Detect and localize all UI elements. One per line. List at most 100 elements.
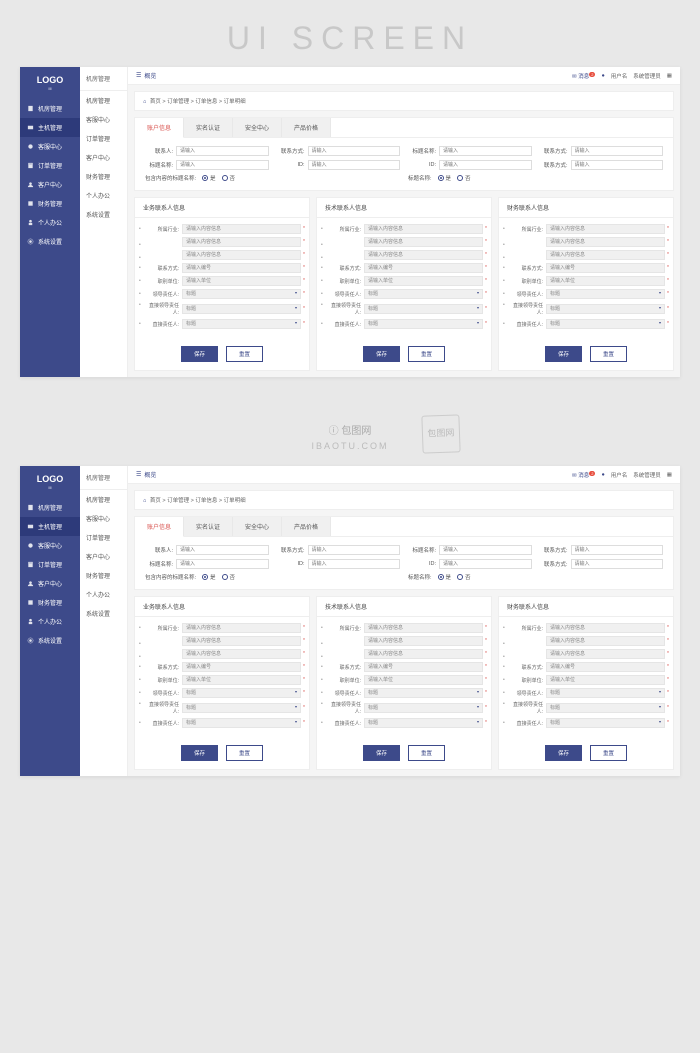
subnav-item[interactable]: 机房管理 <box>80 490 127 509</box>
tab-0[interactable]: 账户信息 <box>135 517 184 537</box>
save-button[interactable]: 保存 <box>181 346 218 362</box>
reset-button[interactable]: 重置 <box>226 346 263 362</box>
radio-no[interactable]: 否 <box>222 174 236 182</box>
tab-3[interactable]: 产品价格 <box>282 517 331 536</box>
text-input[interactable]: 请输入内容信息 <box>182 237 301 247</box>
messages-link[interactable]: ✉ 消息2 <box>572 72 595 80</box>
menu-icon[interactable]: ▦ <box>667 472 672 478</box>
reset-button[interactable]: 重置 <box>226 745 263 761</box>
nav-item-finance[interactable]: 财务管理 <box>20 593 80 612</box>
overview-label[interactable]: 概览 <box>144 470 156 479</box>
select-input[interactable]: 标题▾ <box>546 319 665 329</box>
text-input[interactable] <box>308 559 401 569</box>
text-input[interactable] <box>176 160 269 170</box>
select-input[interactable]: 标题▾ <box>182 304 301 314</box>
reset-button[interactable]: 重置 <box>590 346 627 362</box>
select-input[interactable]: 标题▾ <box>546 289 665 299</box>
text-input[interactable]: 请输入编号 <box>364 263 483 273</box>
text-input[interactable] <box>176 146 269 156</box>
tab-1[interactable]: 实名认证 <box>184 517 233 536</box>
subnav-item[interactable]: 客户中心 <box>80 547 127 566</box>
text-input[interactable]: 请输入编号 <box>546 662 665 672</box>
text-input[interactable]: 请输入编号 <box>364 662 483 672</box>
text-input[interactable]: 请输入内容信息 <box>364 623 483 633</box>
user-name[interactable]: 用户名 <box>611 72 628 80</box>
home-icon[interactable]: ⌂ <box>143 99 146 105</box>
select-input[interactable]: 标题▾ <box>546 718 665 728</box>
nav-item-settings[interactable]: 系统设置 <box>20 232 80 251</box>
text-input[interactable]: 请输入单位 <box>546 675 665 685</box>
select-input[interactable]: 标题▾ <box>546 688 665 698</box>
text-input[interactable]: 请输入内容信息 <box>182 250 301 260</box>
nav-item-building[interactable]: 机房管理 <box>20 498 80 517</box>
user-avatar-icon[interactable]: ● <box>601 73 604 79</box>
text-input[interactable]: 请输入内容信息 <box>182 636 301 646</box>
tab-2[interactable]: 安全中心 <box>233 118 282 137</box>
text-input[interactable]: 请输入内容信息 <box>364 250 483 260</box>
text-input[interactable]: 请输入单位 <box>546 276 665 286</box>
radio-no[interactable]: 否 <box>457 573 471 581</box>
select-input[interactable]: 标题▾ <box>182 319 301 329</box>
text-input[interactable] <box>439 146 532 156</box>
subnav-item[interactable]: 订单管理 <box>80 129 127 148</box>
subnav-item[interactable]: 个人办公 <box>80 186 127 205</box>
nav-item-person[interactable]: 个人办公 <box>20 213 80 232</box>
radio-no[interactable]: 否 <box>222 573 236 581</box>
radio-yes[interactable]: 是 <box>438 174 452 182</box>
text-input[interactable] <box>308 146 401 156</box>
subnav-item[interactable]: 订单管理 <box>80 528 127 547</box>
radio-yes[interactable]: 是 <box>202 174 216 182</box>
text-input[interactable]: 请输入内容信息 <box>546 636 665 646</box>
nav-item-order[interactable]: 订单管理 <box>20 555 80 574</box>
subnav-item[interactable]: 机房管理 <box>80 91 127 110</box>
text-input[interactable] <box>571 160 664 170</box>
select-input[interactable]: 标题▾ <box>364 319 483 329</box>
subnav-item[interactable]: 系统设置 <box>80 604 127 623</box>
select-input[interactable]: 标题▾ <box>182 688 301 698</box>
select-input[interactable]: 标题▾ <box>182 718 301 728</box>
text-input[interactable] <box>571 559 664 569</box>
text-input[interactable]: 请输入单位 <box>182 675 301 685</box>
save-button[interactable]: 保存 <box>545 346 582 362</box>
text-input[interactable] <box>439 160 532 170</box>
select-input[interactable]: 标题▾ <box>546 703 665 713</box>
tab-2[interactable]: 安全中心 <box>233 517 282 536</box>
select-input[interactable]: 标题▾ <box>546 304 665 314</box>
select-input[interactable]: 标题▾ <box>364 703 483 713</box>
nav-item-building[interactable]: 机房管理 <box>20 99 80 118</box>
subnav-item[interactable]: 个人办公 <box>80 585 127 604</box>
text-input[interactable]: 请输入内容信息 <box>182 224 301 234</box>
subnav-item[interactable]: 客服中心 <box>80 509 127 528</box>
admin-label[interactable]: 系统管理员 <box>633 471 661 479</box>
text-input[interactable] <box>308 160 401 170</box>
subnav-item[interactable]: 系统设置 <box>80 205 127 224</box>
reset-button[interactable]: 重置 <box>408 745 445 761</box>
nav-item-customer[interactable]: 客户中心 <box>20 175 80 194</box>
nav-item-person[interactable]: 个人办公 <box>20 612 80 631</box>
text-input[interactable]: 请输入编号 <box>182 662 301 672</box>
text-input[interactable]: 请输入内容信息 <box>364 224 483 234</box>
tab-1[interactable]: 实名认证 <box>184 118 233 137</box>
select-input[interactable]: 标题▾ <box>364 718 483 728</box>
text-input[interactable]: 请输入内容信息 <box>546 623 665 633</box>
radio-yes[interactable]: 是 <box>438 573 452 581</box>
text-input[interactable] <box>176 559 269 569</box>
nav-item-order[interactable]: 订单管理 <box>20 156 80 175</box>
subnav-item[interactable]: 财务管理 <box>80 167 127 186</box>
text-input[interactable]: 请输入内容信息 <box>364 649 483 659</box>
reset-button[interactable]: 重置 <box>408 346 445 362</box>
text-input[interactable]: 请输入内容信息 <box>364 237 483 247</box>
messages-link[interactable]: ✉ 消息2 <box>572 471 595 479</box>
radio-yes[interactable]: 是 <box>202 573 216 581</box>
radio-no[interactable]: 否 <box>457 174 471 182</box>
text-input[interactable]: 请输入单位 <box>182 276 301 286</box>
text-input[interactable]: 请输入内容信息 <box>364 636 483 646</box>
tab-3[interactable]: 产品价格 <box>282 118 331 137</box>
text-input[interactable] <box>571 146 664 156</box>
nav-item-host[interactable]: 主机管理 <box>20 118 80 137</box>
tab-0[interactable]: 账户信息 <box>135 118 184 138</box>
save-button[interactable]: 保存 <box>363 745 400 761</box>
save-button[interactable]: 保存 <box>545 745 582 761</box>
text-input[interactable]: 请输入单位 <box>364 675 483 685</box>
save-button[interactable]: 保存 <box>363 346 400 362</box>
